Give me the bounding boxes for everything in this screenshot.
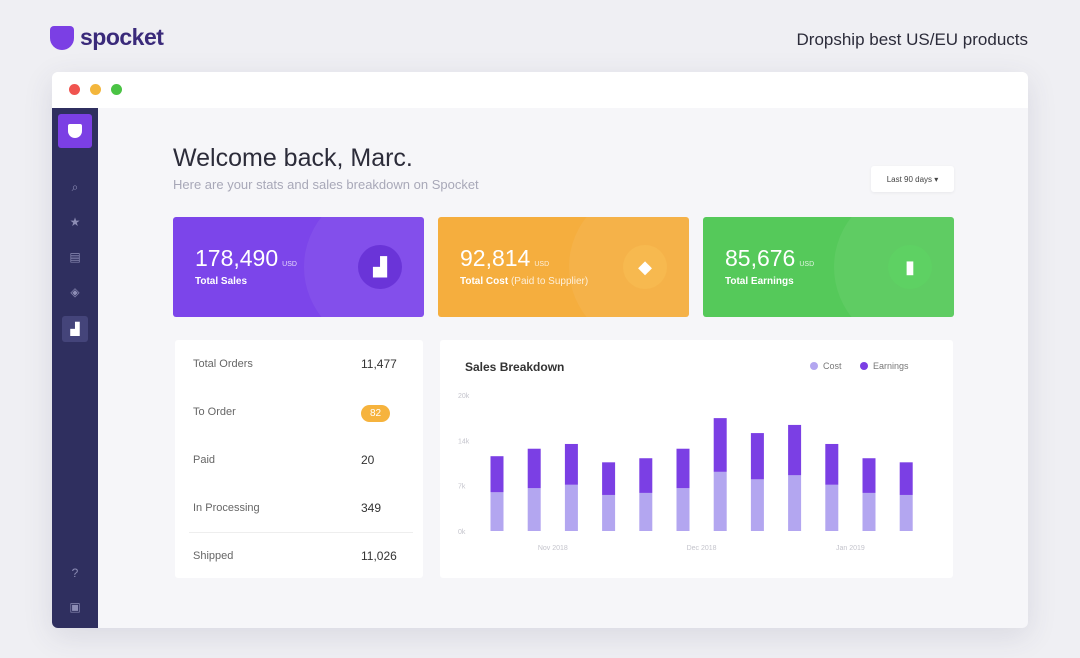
card-label: Total Earnings bbox=[725, 276, 794, 287]
bar-earnings bbox=[713, 418, 727, 472]
bar-cost bbox=[750, 479, 764, 531]
order-row-processing[interactable]: In Processing 349 bbox=[193, 484, 401, 532]
y-tick-label: 20k bbox=[458, 393, 470, 400]
bar-cost bbox=[527, 488, 541, 531]
bar-earnings bbox=[862, 458, 876, 493]
legend-label: Earnings bbox=[873, 361, 909, 371]
card-label: Total Cost bbox=[460, 276, 509, 287]
wallet-icon: ▮ bbox=[888, 245, 932, 289]
bar-cost bbox=[788, 475, 802, 531]
bar-earnings bbox=[825, 443, 839, 485]
order-value: 11,026 bbox=[361, 549, 397, 563]
to-order-badge: 82 bbox=[361, 405, 391, 422]
legend-label: Cost bbox=[823, 361, 842, 371]
order-value: 11,477 bbox=[361, 357, 397, 371]
order-label: Paid bbox=[193, 454, 216, 466]
bar-earnings bbox=[639, 458, 653, 493]
catalog-icon[interactable]: ▤ bbox=[69, 250, 81, 264]
close-window-button[interactable] bbox=[69, 84, 80, 95]
order-label: Total Orders bbox=[193, 358, 253, 370]
total-cost-card[interactable]: 92,814 USD Total Cost (Paid to Supplier) … bbox=[438, 217, 689, 317]
order-label: To Order bbox=[193, 406, 236, 418]
bar-chart-icon: ▟ bbox=[358, 245, 402, 289]
card-value: 92,814 bbox=[460, 245, 531, 271]
store-icon[interactable]: ▣ bbox=[69, 600, 81, 614]
star-icon[interactable]: ★ bbox=[69, 215, 81, 229]
total-sales-card[interactable]: 178,490 USD Total Sales ▟ bbox=[173, 217, 424, 317]
bar-earnings bbox=[490, 456, 504, 493]
bar-cost bbox=[564, 484, 578, 531]
bar-cost bbox=[602, 494, 616, 531]
bar-earnings bbox=[602, 462, 616, 495]
bar-cost bbox=[862, 492, 876, 531]
chart-plot: 0k 7k 14k 20k Nov 2018 Dec 2018 Jan 2019 bbox=[458, 393, 913, 552]
title-bar bbox=[52, 72, 1028, 108]
bar-cost bbox=[825, 484, 839, 531]
divider bbox=[189, 532, 413, 533]
spocket-logo-icon bbox=[50, 25, 74, 50]
order-row-total[interactable]: Total Orders 11,477 bbox=[193, 340, 401, 388]
bar-earnings bbox=[788, 424, 802, 476]
maximize-window-button[interactable] bbox=[111, 84, 122, 95]
app-window: ⌕ ★ ▤ ◈ ▟ ? ▣ Welcome back, Marc. Here a… bbox=[52, 72, 1028, 628]
tag-icon: ◆ bbox=[623, 245, 667, 289]
tagline: Dropship best US/EU products bbox=[796, 30, 1029, 49]
chart-title: Sales Breakdown bbox=[465, 360, 565, 374]
sidebar: ⌕ ★ ▤ ◈ ▟ ? ▣ bbox=[52, 108, 98, 628]
chart-icon[interactable]: ▟ bbox=[62, 316, 88, 342]
bar-earnings bbox=[527, 448, 541, 489]
y-tick-label: 14k bbox=[458, 438, 470, 445]
order-label: In Processing bbox=[193, 502, 260, 514]
card-value: 178,490 bbox=[195, 245, 279, 271]
brand-name: spocket bbox=[80, 24, 164, 50]
date-range-dropdown[interactable]: Last 90 days ▾ bbox=[871, 166, 954, 192]
order-value: 20 bbox=[361, 453, 375, 467]
page-title: Welcome back, Marc. bbox=[173, 144, 413, 172]
legend-earnings[interactable]: Earnings bbox=[860, 361, 909, 371]
bar-earnings bbox=[676, 448, 690, 489]
bar-cost bbox=[899, 494, 913, 531]
help-icon[interactable]: ? bbox=[71, 566, 79, 580]
card-unit: USD bbox=[282, 261, 297, 268]
card-note: (Paid to Supplier) bbox=[510, 276, 589, 287]
bar-earnings bbox=[899, 462, 913, 495]
sales-breakdown-chart: Sales Breakdown Cost Earnings 0k 7k 14k 20k… bbox=[440, 340, 953, 578]
card-label: Total Sales bbox=[195, 276, 248, 287]
order-row-to-order[interactable]: To Order 82 bbox=[193, 388, 401, 436]
order-value: 349 bbox=[361, 501, 382, 515]
legend-cost[interactable]: Cost bbox=[810, 361, 842, 371]
order-label: Shipped bbox=[193, 550, 234, 562]
bar-cost bbox=[676, 488, 690, 531]
tag-icon[interactable]: ◈ bbox=[70, 285, 80, 299]
card-unit: USD bbox=[534, 261, 550, 268]
order-row-shipped[interactable]: Shipped 11,026 bbox=[193, 532, 401, 580]
bar-earnings bbox=[564, 443, 578, 485]
minimize-window-button[interactable] bbox=[90, 84, 101, 95]
card-unit: USD bbox=[799, 261, 815, 268]
bar-cost bbox=[713, 471, 727, 531]
card-value: 85,676 bbox=[725, 245, 796, 271]
x-tick-label: Nov 2018 bbox=[538, 545, 568, 552]
y-tick-label: 0k bbox=[458, 529, 466, 536]
y-tick-label: 7k bbox=[458, 484, 466, 491]
x-tick-label: Jan 2019 bbox=[836, 545, 865, 552]
order-row-paid[interactable]: Paid 20 bbox=[193, 436, 401, 484]
bar-cost bbox=[639, 492, 653, 531]
bar-earnings bbox=[750, 433, 764, 480]
search-icon[interactable]: ⌕ bbox=[71, 180, 79, 194]
page-subtitle: Here are your stats and sales breakdown … bbox=[173, 177, 479, 192]
bar-cost bbox=[490, 492, 504, 531]
orders-summary: Total Orders 11,477 To Order 82 Paid 20 In … bbox=[175, 340, 423, 578]
x-tick-label: Dec 2018 bbox=[687, 545, 717, 552]
total-earnings-card[interactable]: 85,676 USD Total Earnings ▮ bbox=[703, 217, 954, 317]
sidebar-logo-icon[interactable] bbox=[58, 114, 92, 148]
spocket-logo[interactable]: spocket bbox=[50, 24, 164, 51]
